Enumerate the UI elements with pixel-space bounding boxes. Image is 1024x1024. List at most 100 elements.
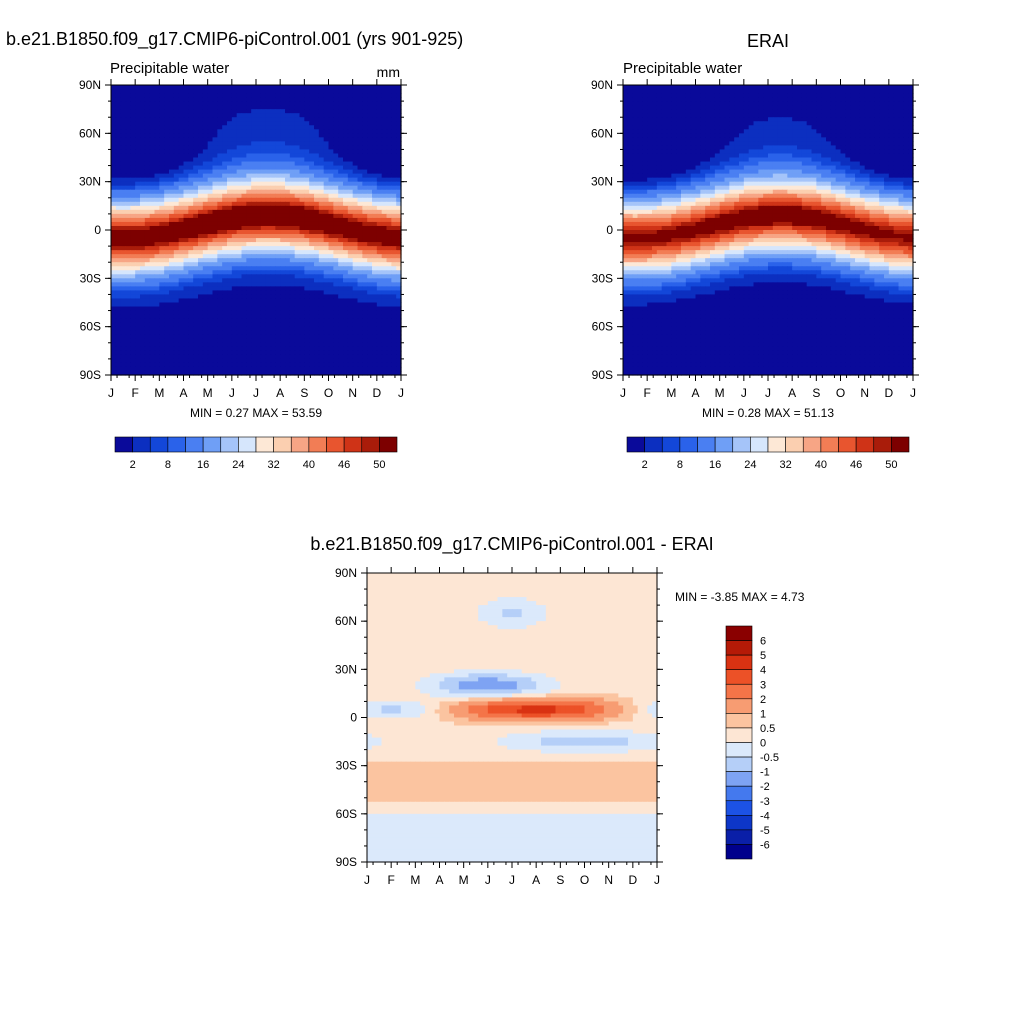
model-cell [164, 173, 170, 179]
model-cell [198, 270, 204, 275]
model-cell [304, 242, 310, 247]
model-cell [376, 314, 383, 320]
model-cell [304, 310, 310, 316]
model-cell [294, 177, 301, 183]
model-cell [140, 125, 146, 130]
model-cell [125, 157, 131, 163]
model-cell [376, 274, 383, 279]
model-cell [217, 246, 223, 251]
model-colorbar-swatch [326, 436, 345, 453]
model-cell [381, 145, 388, 151]
model-cell [376, 358, 383, 364]
model-cell [343, 338, 349, 344]
obs-cell [864, 105, 871, 110]
model-cell [309, 286, 315, 292]
obs-cell [743, 109, 750, 114]
obs-cell [758, 89, 764, 94]
model-cell [144, 274, 151, 279]
model-cell [347, 109, 354, 114]
obs-cell [652, 113, 658, 118]
model-cell [347, 366, 354, 372]
model-cell [391, 165, 397, 171]
model-cell [391, 310, 397, 316]
model-cell [135, 169, 141, 175]
model-cell [304, 286, 310, 292]
model-cell [372, 193, 378, 199]
model-cell [275, 238, 281, 243]
model-cell [275, 121, 281, 126]
model-cell [362, 326, 368, 332]
model-cell [154, 205, 160, 211]
model-cell [125, 93, 131, 98]
model-cell [217, 225, 223, 231]
model-cell [381, 282, 388, 287]
model-cell [314, 270, 320, 275]
model-cell [241, 278, 247, 283]
model-cell [333, 205, 339, 211]
model-cell [275, 113, 281, 118]
model-cell [120, 266, 127, 271]
model-cell [227, 238, 233, 243]
model-cell [318, 314, 325, 320]
model-cell [154, 169, 160, 175]
model-cell [130, 121, 136, 126]
model-cell [222, 290, 228, 296]
model-cell [275, 254, 281, 259]
model-cell [135, 370, 141, 376]
model-cell [347, 177, 354, 183]
model-cell [231, 129, 238, 134]
model-cell [212, 105, 218, 110]
model-cell [376, 97, 383, 102]
model-cell [231, 169, 238, 175]
model-cell [357, 101, 363, 106]
obs-cell [835, 105, 842, 110]
model-cell [236, 169, 243, 175]
model-cell [376, 318, 383, 324]
model-cell [149, 290, 156, 296]
model-cell [159, 209, 165, 215]
model-cell [352, 173, 359, 179]
model-cell [352, 185, 359, 191]
model-cell [357, 181, 363, 187]
model-cell [391, 225, 397, 231]
model-cell [154, 121, 160, 126]
model-cell [285, 153, 291, 159]
model-cell [183, 209, 189, 215]
model-cell [115, 149, 122, 155]
model-cell [236, 262, 243, 267]
obs-cell [898, 85, 904, 90]
model-cell [149, 117, 156, 122]
model-cell [222, 137, 228, 142]
model-cell [231, 153, 238, 159]
model-cell [280, 173, 286, 179]
model-cell [396, 149, 402, 155]
model-cell [396, 370, 402, 376]
obs-cell [768, 109, 774, 114]
model-cell [178, 370, 185, 376]
model-cell [275, 165, 281, 171]
obs-cell [772, 93, 779, 98]
model-cell [338, 125, 344, 130]
model-cell [164, 177, 170, 183]
model-cell [372, 141, 378, 147]
model-cell [323, 342, 330, 348]
model-cell [357, 125, 363, 130]
model-cell [328, 205, 334, 211]
model-cell [111, 173, 117, 179]
model-cell [323, 298, 330, 304]
model-cell [241, 254, 247, 259]
model-cell [125, 89, 131, 94]
model-cell [294, 189, 301, 195]
model-cell [135, 354, 141, 360]
model-cell [222, 370, 228, 376]
model-cell [202, 197, 209, 203]
model-cell [207, 334, 214, 340]
model-cell [212, 354, 218, 360]
model-cell [231, 145, 238, 151]
model-cell [372, 282, 378, 287]
model-cell [386, 189, 392, 195]
model-cell [256, 278, 262, 283]
model-cell [169, 354, 175, 360]
model-cell [285, 205, 291, 211]
model-cell [217, 113, 223, 118]
